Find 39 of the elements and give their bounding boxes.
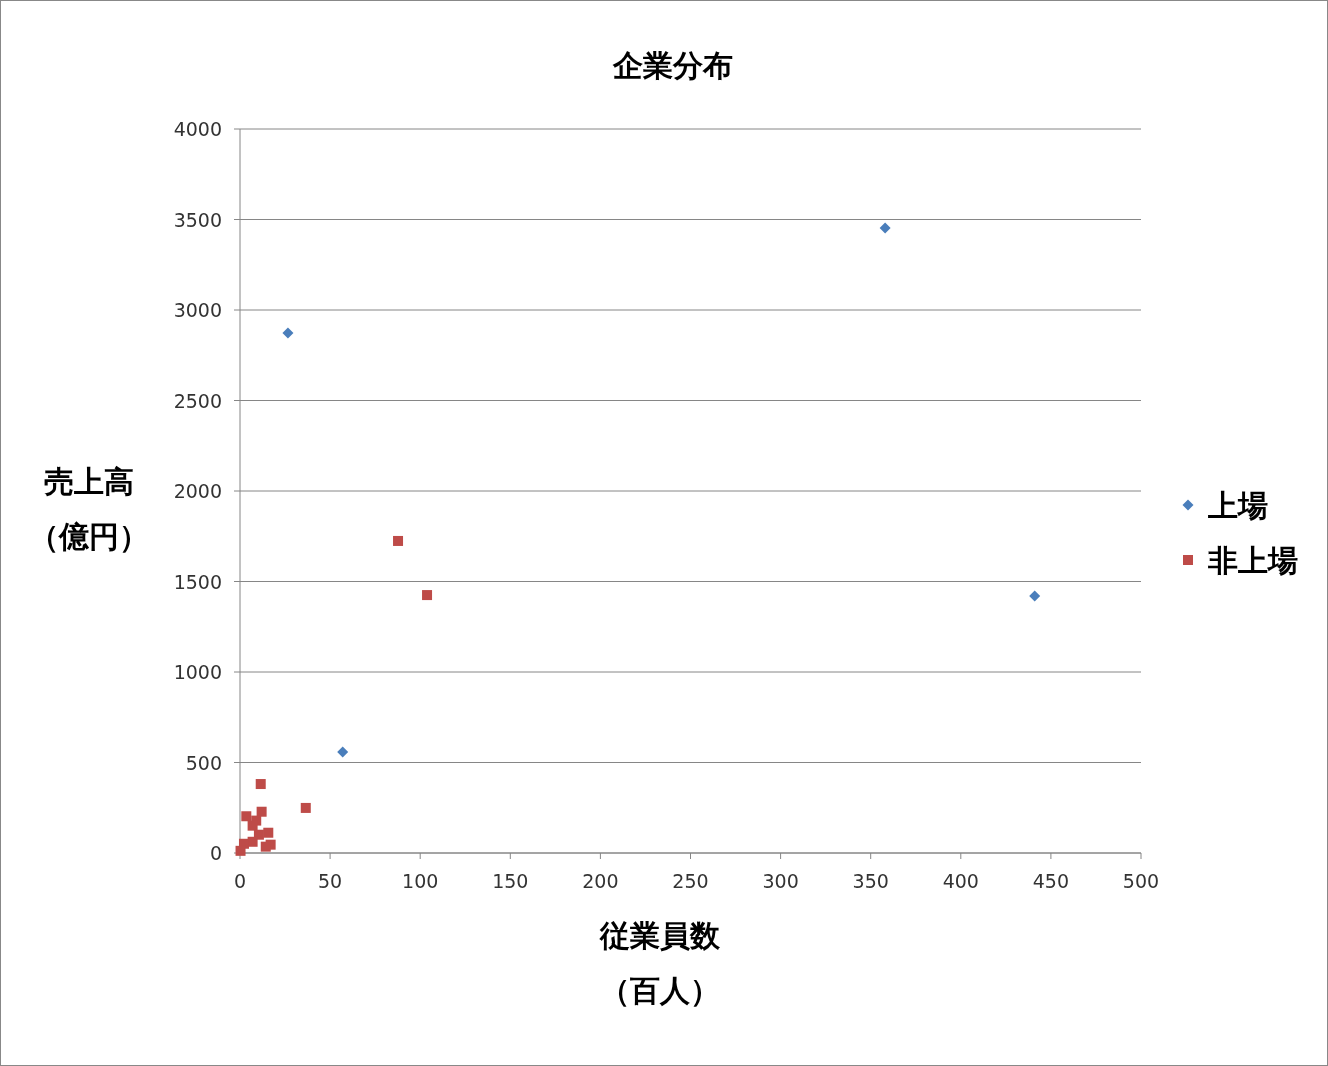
point (1029, 590, 1041, 602)
point (247, 836, 258, 847)
y-tick-label: 2500 (173, 389, 222, 412)
point (337, 746, 349, 758)
point (879, 222, 891, 234)
y-tick-label: 1500 (173, 570, 222, 593)
x-tick-label: 350 (852, 870, 889, 892)
y-tick-label: 500 (185, 751, 222, 774)
legend-label: 上場 (1207, 488, 1268, 523)
legend-label: 非上場 (1207, 543, 1298, 578)
y-axis-title: 売上高（億円） (27, 463, 150, 556)
point (422, 590, 433, 601)
y-tick-label: 3500 (173, 208, 222, 231)
x-tick-label: 50 (318, 870, 343, 892)
x-tick-label: 400 (942, 870, 979, 892)
point (241, 811, 252, 822)
chart-title: 企業分布 (612, 48, 733, 83)
x-tick-label: 0 (233, 870, 247, 892)
point (247, 820, 258, 831)
point (255, 779, 266, 790)
x-tick-label: 100 (402, 870, 439, 892)
point (263, 827, 274, 838)
point (260, 841, 271, 852)
point (393, 535, 404, 546)
y-tick-label: 2000 (173, 480, 222, 502)
x-tick-label: 250 (672, 870, 709, 892)
x-tick-label: 500 (1122, 870, 1160, 892)
point (300, 802, 311, 813)
y-tick-label: 3000 (173, 299, 222, 321)
point (282, 327, 294, 339)
x-tick-label: 150 (492, 870, 529, 892)
x-tick-label: 450 (1032, 870, 1070, 892)
x-tick-label: 200 (582, 870, 619, 892)
y-tick-label: 0 (209, 842, 222, 864)
x-tick-label: 300 (762, 870, 799, 892)
point (256, 806, 267, 817)
y-tick-label: 4000 (173, 118, 222, 140)
x-axis-title: 従業員数（百人） (598, 917, 721, 1010)
y-tick-label: 1000 (173, 661, 222, 683)
